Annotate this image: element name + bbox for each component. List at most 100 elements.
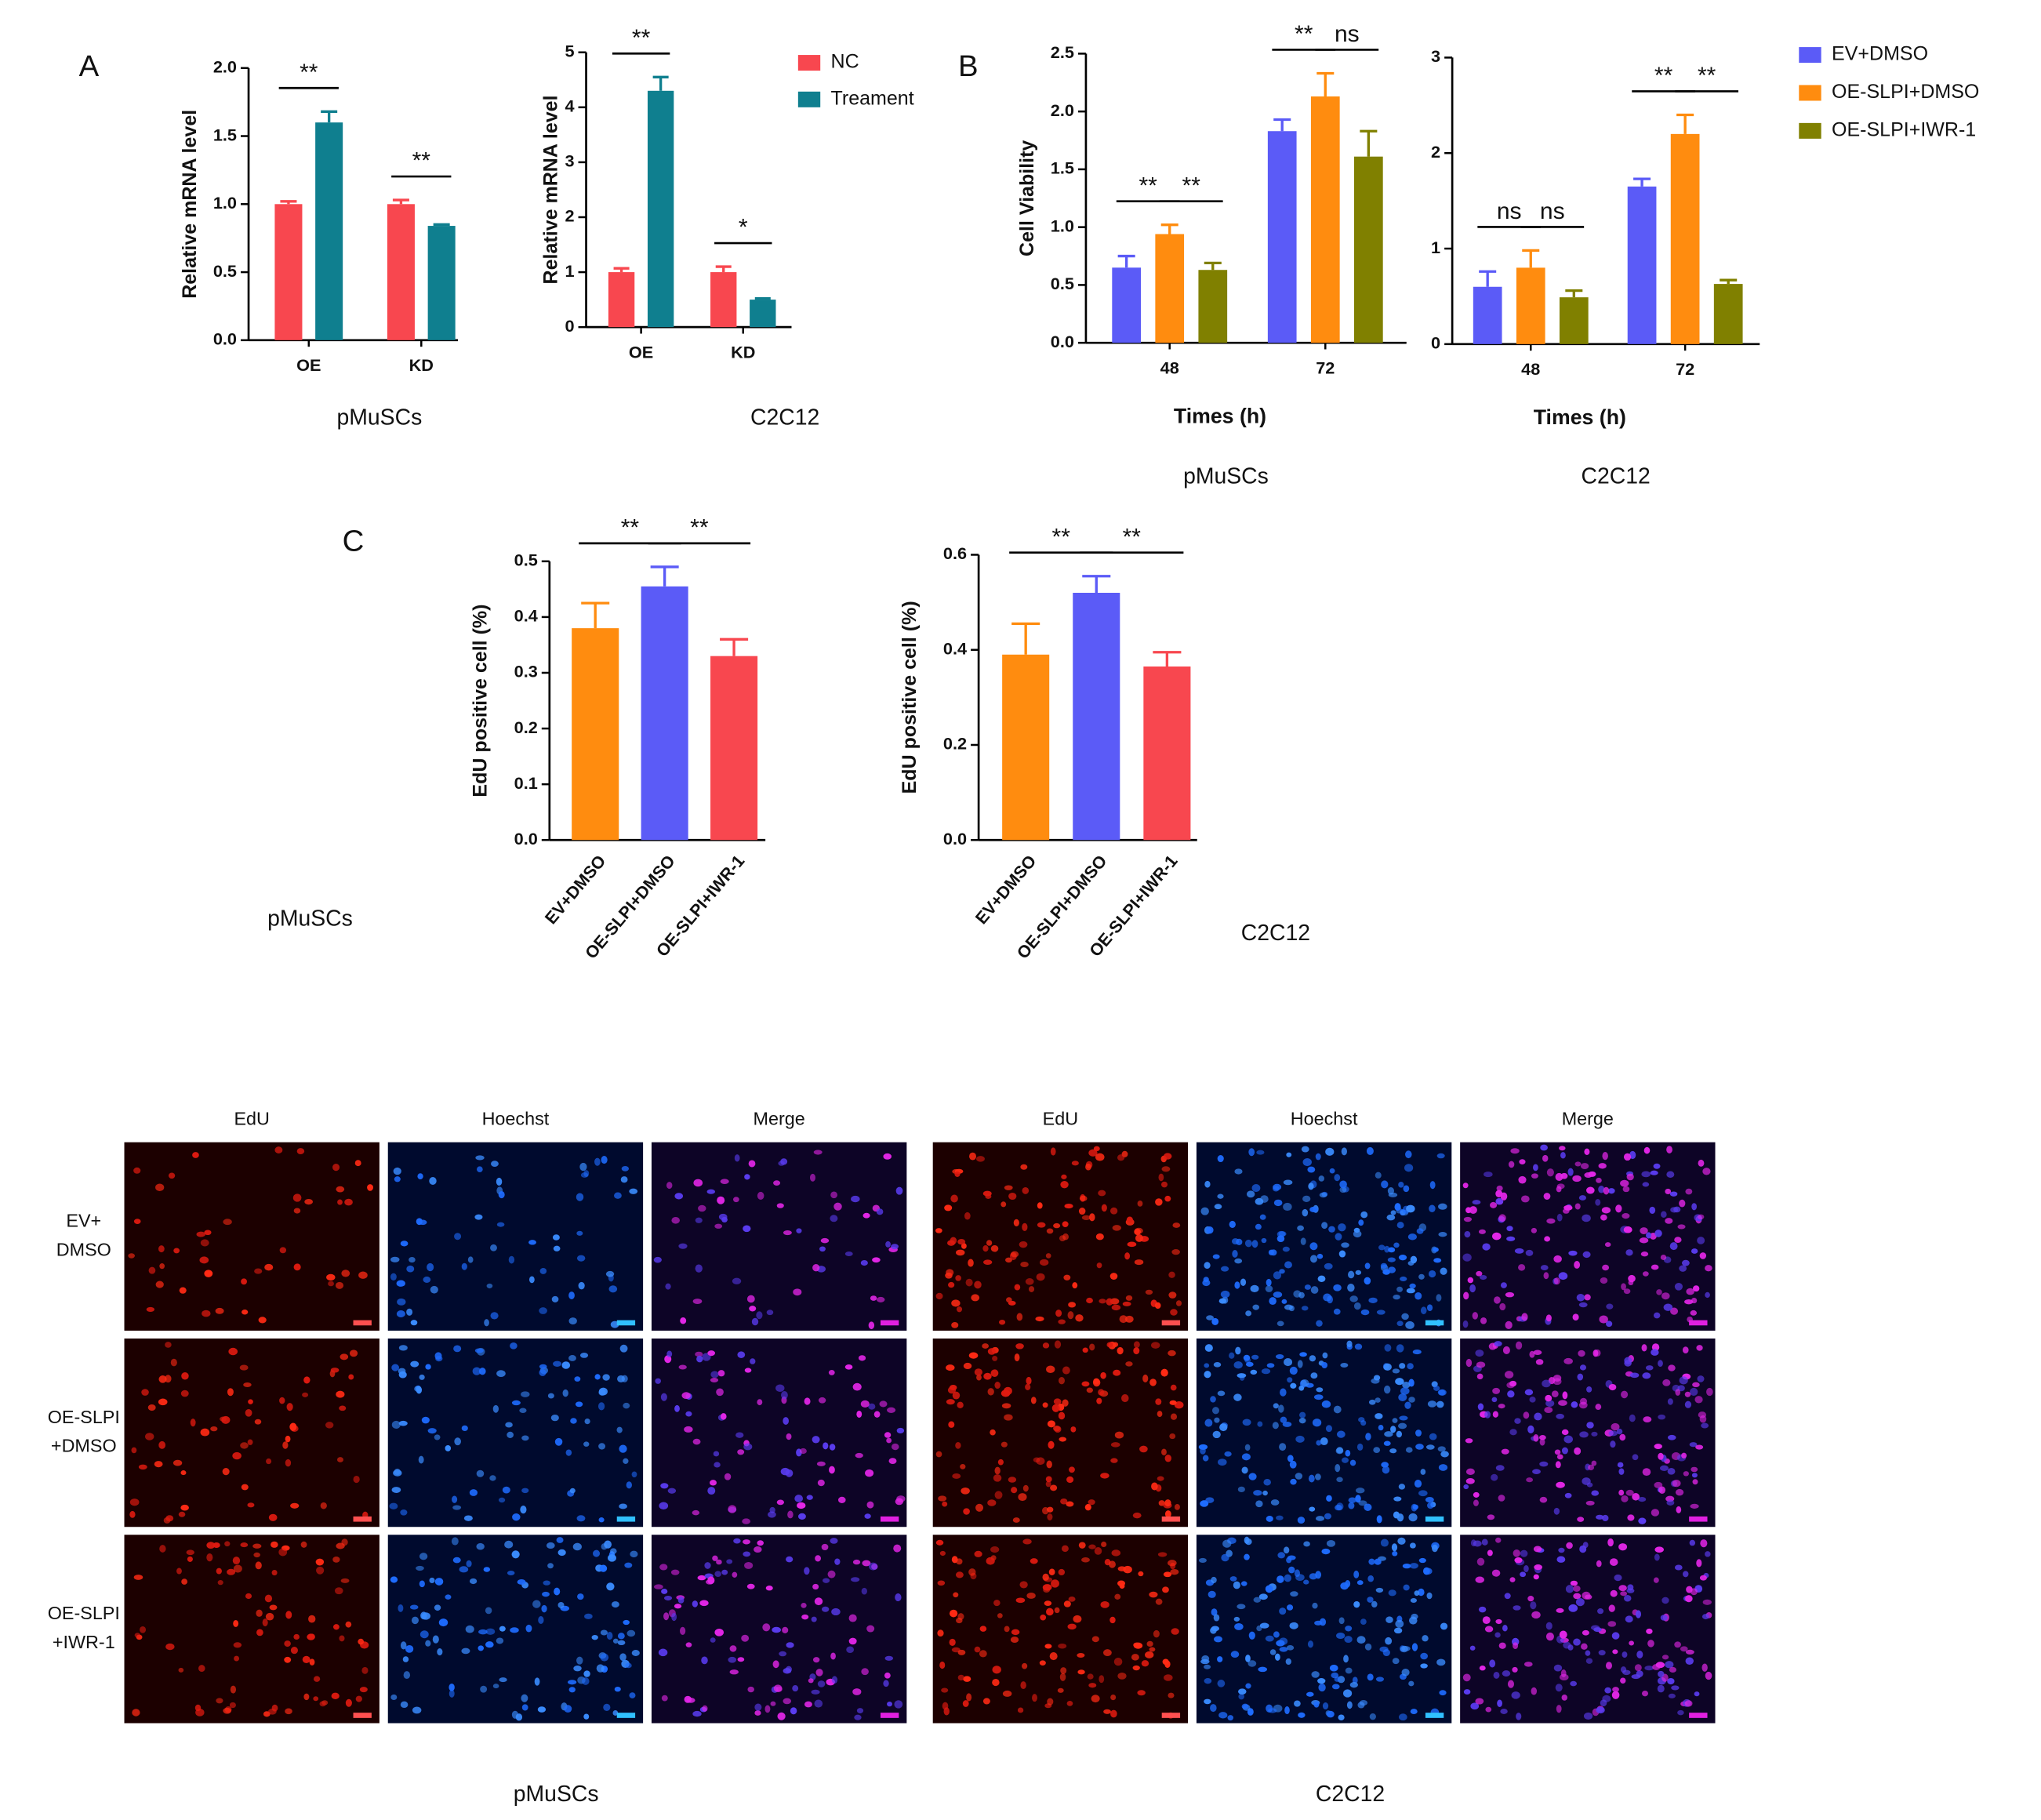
cell-nucleus: [1508, 1161, 1515, 1168]
cell-nucleus: [963, 1508, 970, 1515]
cell-nucleus: [1661, 1597, 1669, 1604]
micrograph-row-label: EV+: [66, 1211, 101, 1231]
cell-nucleus: [584, 1613, 593, 1619]
cell-nucleus: [232, 1451, 242, 1460]
cell-nucleus: [1392, 1368, 1400, 1374]
cell-nucleus: [1657, 1684, 1665, 1693]
cell-nucleus: [553, 1245, 561, 1251]
cell-nucleus: [854, 1714, 862, 1720]
cell-nucleus: [1256, 1625, 1262, 1632]
cell-nucleus: [814, 1597, 823, 1606]
cell-nucleus: [746, 1583, 755, 1589]
y-tick-label: 0.2: [514, 717, 538, 737]
y-tick-label: 5: [565, 41, 574, 60]
cell-nucleus: [1259, 1622, 1269, 1629]
cell-nucleus: [1396, 1344, 1404, 1353]
cell-nucleus: [316, 1566, 325, 1575]
cell-nucleus: [1092, 1379, 1101, 1387]
cell-nucleus: [621, 1375, 628, 1382]
cell-nucleus: [1060, 1180, 1069, 1189]
cell-nucleus: [693, 1179, 703, 1187]
cell-nucleus: [1560, 1152, 1566, 1159]
cell-nucleus: [695, 1351, 703, 1357]
cell-nucleus: [268, 1708, 277, 1715]
cell-nucleus: [799, 1448, 807, 1455]
error-bar: [652, 75, 669, 91]
cell-nucleus: [1316, 1253, 1324, 1259]
y-tick-label: 0.0: [213, 329, 237, 349]
cell-nucleus: [1436, 1153, 1445, 1159]
cell-nucleus: [1618, 1585, 1627, 1592]
cell-nucleus: [626, 1481, 632, 1489]
cell-nucleus: [282, 1441, 289, 1449]
cell-nucleus: [539, 1364, 547, 1369]
cell-nucleus: [886, 1437, 892, 1444]
cell-nucleus: [1701, 1422, 1709, 1429]
cell-nucleus: [804, 1397, 811, 1405]
cell-nucleus: [1606, 1320, 1613, 1328]
cell-nucleus: [1553, 1255, 1562, 1263]
cell-nucleus: [1500, 1708, 1508, 1714]
cell-nucleus: [1693, 1285, 1700, 1292]
cell-nucleus: [1492, 1411, 1498, 1418]
error-bar: [715, 265, 732, 273]
cell-nucleus: [1596, 1177, 1602, 1183]
cell-nucleus: [1668, 1364, 1676, 1371]
cell-nucleus: [409, 1256, 416, 1263]
cell-nucleus: [1245, 1655, 1251, 1662]
y-tick-label: 0: [1431, 333, 1440, 353]
cell-nucleus: [1407, 1261, 1415, 1266]
cell-nucleus: [1277, 1575, 1284, 1583]
cell-nucleus: [1321, 1548, 1331, 1555]
cell-nucleus: [268, 1513, 278, 1521]
cell-nucleus: [1201, 1655, 1210, 1662]
cell-nucleus: [1050, 1147, 1056, 1156]
cell-nucleus: [579, 1353, 589, 1358]
cell-nucleus: [1168, 1560, 1177, 1567]
cell-nucleus: [1059, 1235, 1066, 1241]
cell-nucleus: [876, 1208, 884, 1215]
cell-nucleus: [1622, 1651, 1628, 1658]
cell-nucleus: [818, 1397, 826, 1404]
cell-nucleus: [1539, 1461, 1549, 1467]
cell-nucleus: [594, 1374, 601, 1380]
cell-nucleus: [1396, 1430, 1403, 1438]
cell-nucleus: [147, 1404, 156, 1411]
cell-nucleus: [279, 1397, 285, 1404]
cell-nucleus: [1411, 1643, 1418, 1651]
cell-nucleus: [258, 1317, 267, 1324]
y-axis-label: EdU positive cell (%): [470, 605, 492, 797]
cell-nucleus: [1706, 1387, 1713, 1397]
cell-nucleus: [454, 1437, 461, 1446]
cell-nucleus: [1341, 1147, 1348, 1156]
cell-nucleus: [1317, 1275, 1326, 1282]
cell-nucleus: [713, 1451, 720, 1457]
cell-nucleus: [1255, 1500, 1263, 1508]
cell-nucleus: [1170, 1413, 1178, 1420]
cell-nucleus: [1204, 1698, 1211, 1705]
y-tick-label: 2.5: [1051, 42, 1074, 62]
cell-nucleus: [1265, 1585, 1273, 1593]
cell-nucleus: [1608, 1430, 1618, 1437]
cell-nucleus: [1099, 1299, 1106, 1304]
cell-nucleus: [1306, 1691, 1314, 1697]
cell-nucleus: [1356, 1636, 1366, 1644]
cell-nucleus: [1384, 1431, 1393, 1437]
cell-nucleus: [1621, 1390, 1629, 1399]
cell-nucleus: [1475, 1350, 1484, 1357]
cell-nucleus: [1651, 1264, 1659, 1270]
cell-nucleus: [1315, 1153, 1321, 1161]
cell-nucleus: [879, 1400, 888, 1408]
cell-nucleus: [1509, 1380, 1517, 1387]
cell-nucleus: [1635, 1610, 1642, 1618]
cell-nucleus: [1603, 1186, 1610, 1195]
cell-nucleus: [1221, 1553, 1229, 1562]
cell-nucleus: [1106, 1342, 1113, 1348]
cell-nucleus: [949, 1609, 958, 1618]
panel-letter: A: [79, 49, 100, 83]
cell-nucleus: [1273, 1403, 1279, 1409]
cell-nucleus: [521, 1435, 529, 1441]
cell-nucleus: [1533, 1164, 1538, 1172]
cell-nucleus: [228, 1347, 238, 1356]
